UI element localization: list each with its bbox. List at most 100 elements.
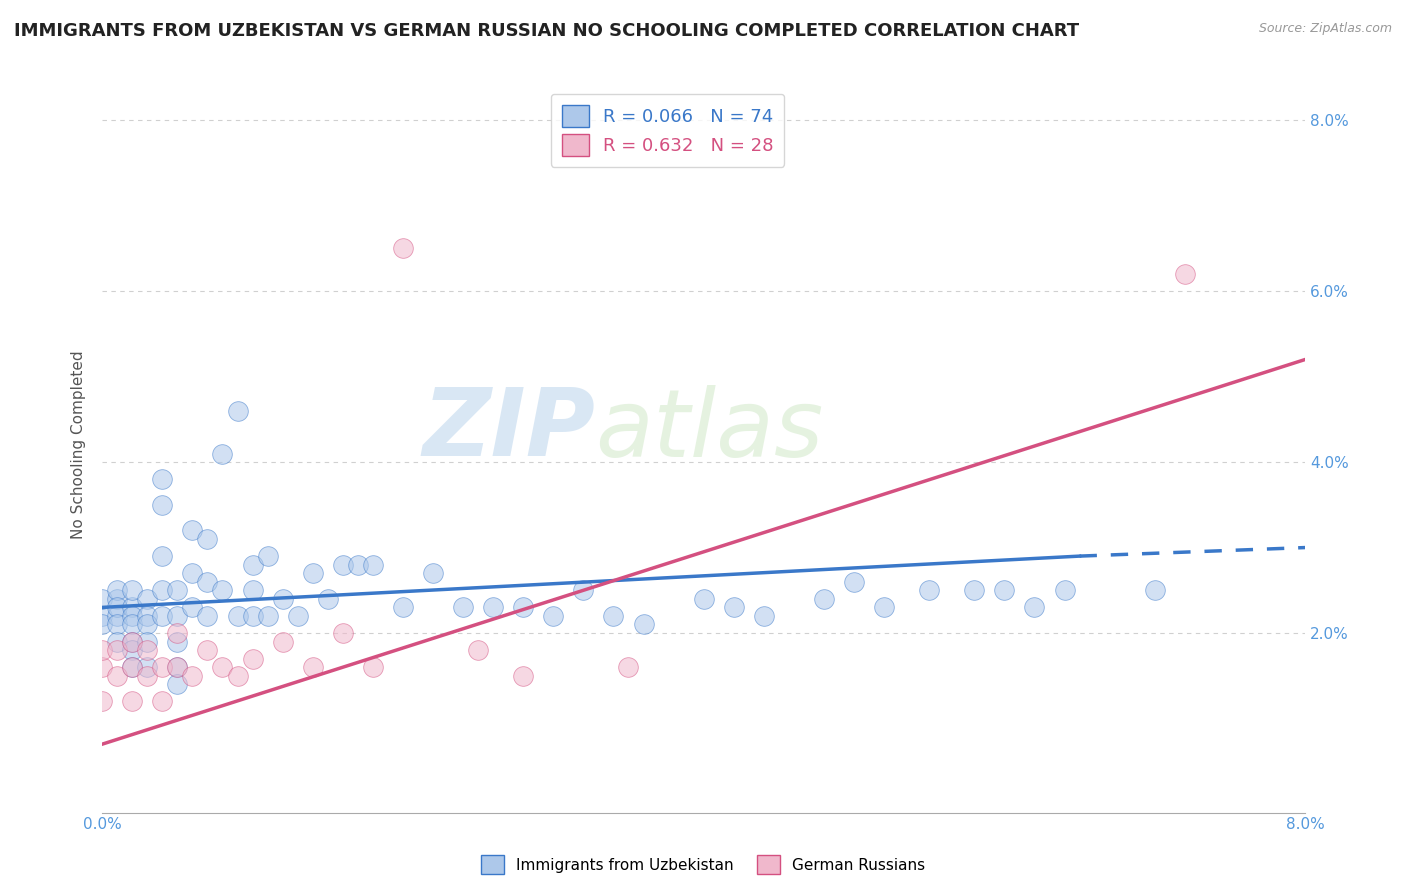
Point [723, 600, 745, 615]
Point [993, 583, 1015, 598]
Point [150, 498, 173, 512]
Point [181, 669, 204, 683]
Point [91, 643, 114, 657]
Text: IMMIGRANTS FROM UZBEKISTAN VS GERMAN RUSSIAN NO SCHOOLING COMPLETED CORRELATION : IMMIGRANTS FROM UZBEKISTAN VS GERMAN RUS… [14, 22, 1080, 40]
Point [91, 591, 114, 606]
Point [482, 600, 505, 615]
Point [332, 626, 354, 640]
Point [301, 566, 323, 581]
Point [105, 600, 128, 615]
Point [105, 643, 128, 657]
Point [150, 583, 173, 598]
Point [602, 609, 624, 624]
Point [121, 583, 143, 598]
Point [1024, 600, 1046, 615]
Point [91, 660, 114, 674]
Point [105, 591, 128, 606]
Point [918, 583, 941, 598]
Point [121, 634, 143, 648]
Point [197, 574, 219, 589]
Point [105, 617, 128, 632]
Point [392, 241, 415, 255]
Point [121, 694, 143, 708]
Point [346, 558, 368, 572]
Point [197, 609, 219, 624]
Point [121, 660, 143, 674]
Point [813, 591, 835, 606]
Point [121, 600, 143, 615]
Point [842, 574, 865, 589]
Point [512, 669, 534, 683]
Point [121, 634, 143, 648]
Point [211, 660, 233, 674]
Point [181, 600, 204, 615]
Point [287, 609, 309, 624]
Point [301, 660, 323, 674]
Point [121, 660, 143, 674]
Point [226, 669, 249, 683]
Point [226, 609, 249, 624]
Point [242, 583, 264, 598]
Point [1174, 267, 1197, 281]
Point [422, 566, 444, 581]
Y-axis label: No Schooling Completed: No Schooling Completed [72, 351, 86, 540]
Point [211, 446, 233, 460]
Point [136, 634, 159, 648]
Point [91, 617, 114, 632]
Point [361, 660, 384, 674]
Point [512, 600, 534, 615]
Text: ZIP: ZIP [423, 384, 595, 476]
Text: atlas: atlas [595, 384, 824, 475]
Legend: Immigrants from Uzbekistan, German Russians: Immigrants from Uzbekistan, German Russi… [475, 849, 931, 880]
Point [166, 634, 188, 648]
Point [121, 617, 143, 632]
Point [451, 600, 474, 615]
Point [572, 583, 595, 598]
Point [105, 634, 128, 648]
Point [150, 694, 173, 708]
Point [316, 591, 339, 606]
Point [617, 660, 640, 674]
Point [256, 609, 278, 624]
Point [197, 532, 219, 546]
Point [150, 549, 173, 563]
Point [242, 651, 264, 665]
Point [242, 558, 264, 572]
Point [136, 669, 159, 683]
Point [136, 643, 159, 657]
Point [105, 583, 128, 598]
Point [136, 609, 159, 624]
Point [752, 609, 775, 624]
Point [256, 549, 278, 563]
Point [166, 660, 188, 674]
Point [226, 404, 249, 418]
Point [543, 609, 565, 624]
Point [963, 583, 986, 598]
Point [467, 643, 489, 657]
Point [166, 677, 188, 691]
Point [91, 609, 114, 624]
Point [166, 660, 188, 674]
Point [136, 660, 159, 674]
Point [121, 609, 143, 624]
Point [150, 660, 173, 674]
Point [692, 591, 714, 606]
Point [136, 617, 159, 632]
Text: Source: ZipAtlas.com: Source: ZipAtlas.com [1258, 22, 1392, 36]
Point [633, 617, 655, 632]
Point [121, 643, 143, 657]
Point [873, 600, 896, 615]
Point [150, 472, 173, 486]
Point [150, 609, 173, 624]
Legend: R = 0.066   N = 74, R = 0.632   N = 28: R = 0.066 N = 74, R = 0.632 N = 28 [551, 94, 785, 167]
Point [181, 566, 204, 581]
Point [166, 583, 188, 598]
Point [105, 609, 128, 624]
Point [197, 643, 219, 657]
Point [271, 634, 294, 648]
Point [91, 694, 114, 708]
Point [361, 558, 384, 572]
Point [271, 591, 294, 606]
Point [1143, 583, 1166, 598]
Point [136, 591, 159, 606]
